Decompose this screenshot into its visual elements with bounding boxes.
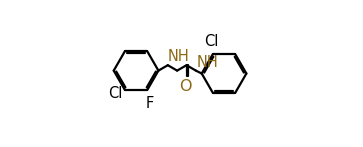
Text: Cl: Cl (204, 34, 218, 49)
Text: O: O (180, 79, 192, 94)
Text: NH: NH (168, 50, 190, 65)
Text: NH: NH (196, 55, 218, 70)
Text: Cl: Cl (108, 86, 122, 101)
Text: F: F (145, 96, 154, 111)
